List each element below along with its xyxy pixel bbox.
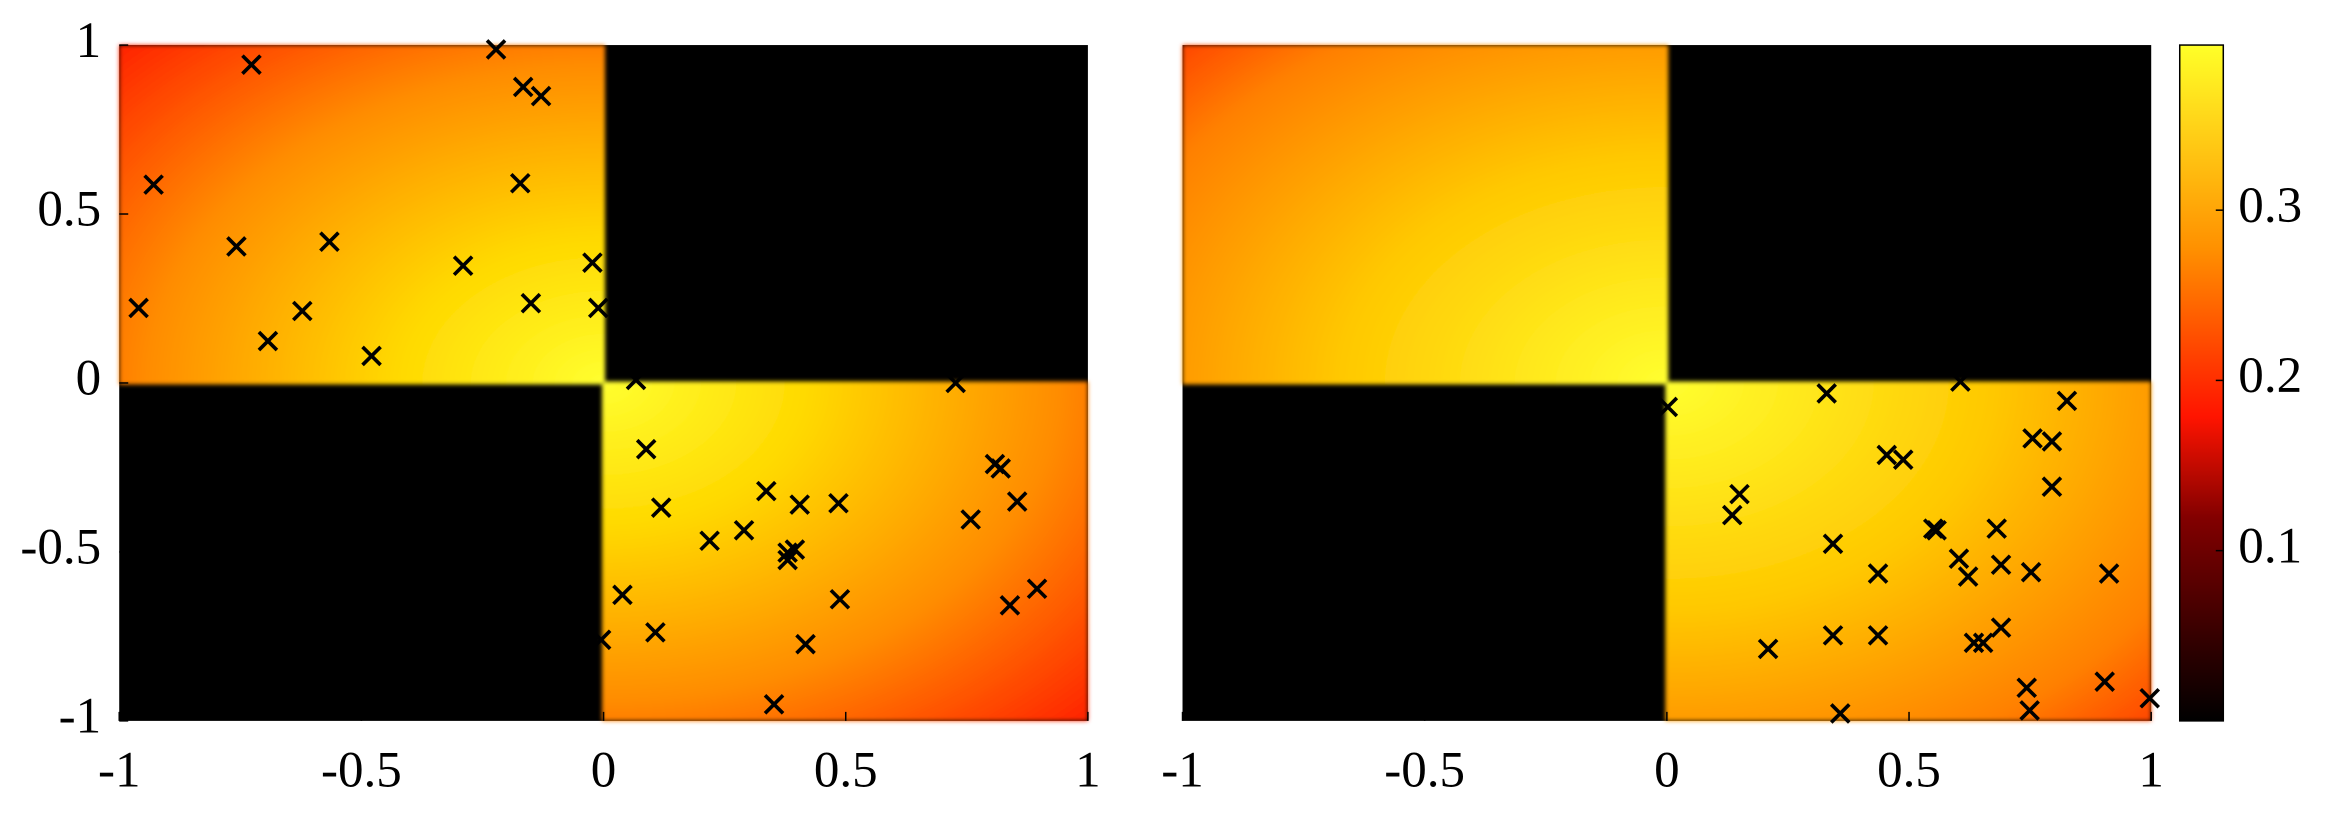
point xyxy=(128,297,149,319)
y-tick-label: -1 xyxy=(59,688,102,745)
point xyxy=(1822,625,1844,646)
point xyxy=(2022,428,2043,449)
x-tick-label: 0.5 xyxy=(814,742,878,799)
y-tick-label: 0 xyxy=(76,350,102,407)
point xyxy=(635,438,657,460)
point xyxy=(1876,444,1898,466)
y-tick-label: 0.5 xyxy=(37,181,101,238)
heatmap-region xyxy=(119,45,606,385)
x-tick-label: -0.5 xyxy=(1384,742,1465,799)
heatmap-region xyxy=(1182,45,1669,385)
point xyxy=(945,372,966,394)
point xyxy=(2098,563,2120,584)
point xyxy=(257,330,279,352)
heatmap-region xyxy=(1665,381,2152,721)
point xyxy=(292,300,313,322)
heatmap xyxy=(119,45,1088,721)
point xyxy=(1867,563,1889,584)
colorbar-tick-label: 0.1 xyxy=(2238,517,2302,574)
point xyxy=(590,629,612,651)
point xyxy=(2056,390,2078,412)
point xyxy=(625,369,647,391)
point xyxy=(530,85,552,107)
point xyxy=(512,76,534,98)
point xyxy=(999,595,1021,616)
point xyxy=(1867,625,1889,646)
heatmap-region xyxy=(602,381,1088,721)
point xyxy=(1986,518,2007,539)
point xyxy=(2016,677,2038,699)
heatmap xyxy=(1182,45,2152,721)
point xyxy=(1950,371,1971,392)
point xyxy=(520,292,542,314)
point xyxy=(763,694,785,715)
point xyxy=(1829,703,1851,724)
point xyxy=(1816,383,1837,404)
point xyxy=(2094,671,2115,692)
point xyxy=(990,458,1012,479)
point xyxy=(1657,396,1679,418)
point xyxy=(1957,566,1979,587)
point xyxy=(1926,520,1947,541)
point xyxy=(699,530,720,552)
point xyxy=(829,588,851,610)
point xyxy=(1026,578,1048,600)
point xyxy=(2139,687,2161,709)
point xyxy=(1892,449,1914,470)
y-tick-label: 1 xyxy=(76,12,102,69)
colorbar xyxy=(2178,44,2225,722)
point xyxy=(509,172,531,194)
point xyxy=(2019,700,2040,721)
colorbar-tick-label: 0.2 xyxy=(2238,347,2302,404)
point xyxy=(1990,554,2012,576)
y-tick-label: -0.5 xyxy=(20,519,101,576)
point xyxy=(1721,504,1743,526)
point xyxy=(795,633,816,655)
point xyxy=(733,520,755,541)
x-tick-label: 0 xyxy=(591,742,617,799)
point xyxy=(784,539,806,560)
point xyxy=(587,297,609,319)
point xyxy=(756,480,777,502)
x-tick-label: -1 xyxy=(98,742,141,799)
point xyxy=(1006,491,1028,512)
x-tick-label: 0.5 xyxy=(1877,742,1941,799)
point xyxy=(452,255,474,276)
point xyxy=(485,39,507,60)
point xyxy=(2041,431,2063,452)
point xyxy=(2041,476,2063,497)
point xyxy=(960,509,981,530)
x-tick-label: 0 xyxy=(1654,742,1680,799)
point xyxy=(1990,617,2012,638)
point xyxy=(650,497,672,518)
point xyxy=(1948,548,1970,569)
point xyxy=(226,236,247,257)
point xyxy=(319,231,340,253)
x-tick-label: -0.5 xyxy=(321,742,402,799)
point xyxy=(2020,561,2042,583)
x-tick-label: 1 xyxy=(1075,742,1101,799)
colorbar-tick-label: 0.3 xyxy=(2238,177,2302,234)
point xyxy=(1729,483,1750,505)
point xyxy=(143,174,164,195)
point xyxy=(241,54,262,75)
point xyxy=(1963,632,1985,654)
point xyxy=(1822,533,1844,555)
point xyxy=(582,252,603,273)
point xyxy=(612,584,633,606)
point xyxy=(777,549,798,571)
point xyxy=(789,494,811,515)
x-tick-label: -1 xyxy=(1161,742,1204,799)
point xyxy=(645,622,666,643)
point xyxy=(1757,638,1779,660)
x-tick-label: 1 xyxy=(2138,742,2164,799)
point xyxy=(361,345,382,367)
point xyxy=(828,492,849,514)
point xyxy=(1972,632,1994,654)
